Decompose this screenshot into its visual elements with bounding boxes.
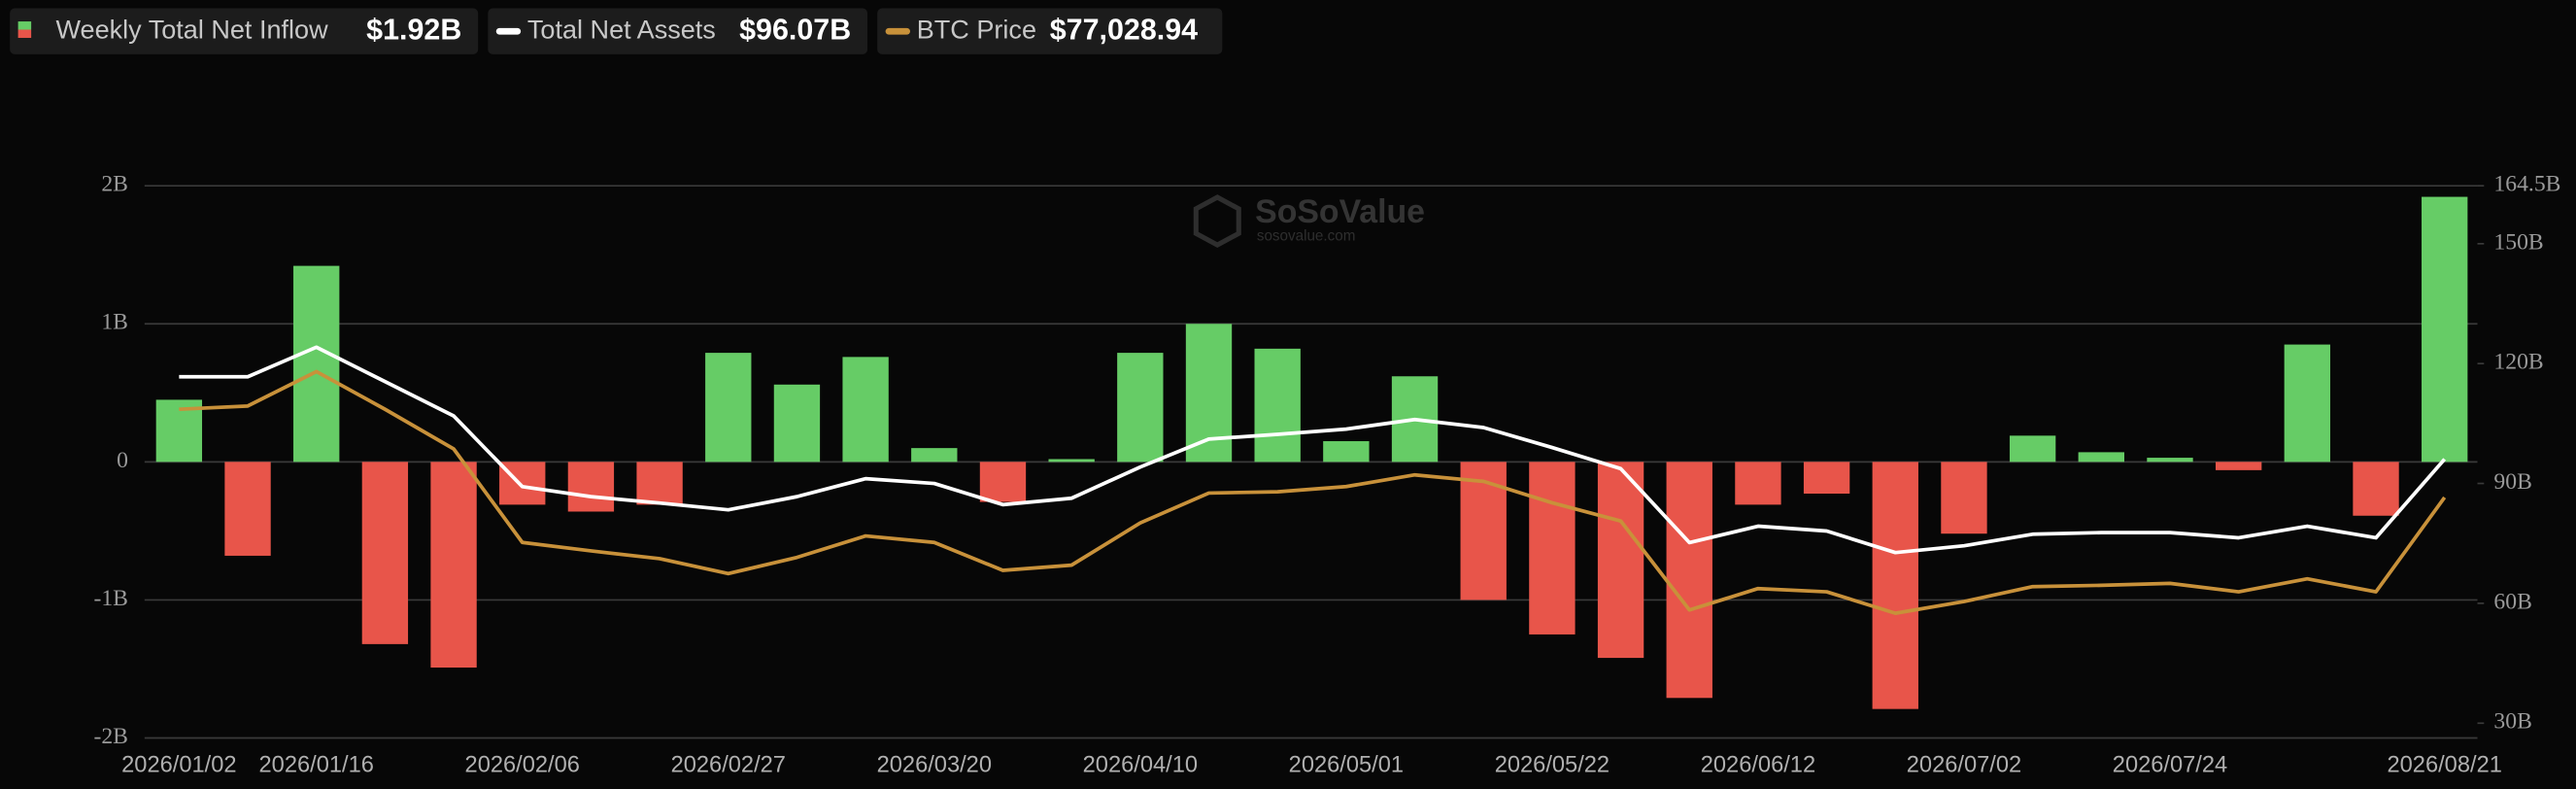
bar <box>911 448 958 463</box>
bar <box>1597 462 1644 659</box>
bar <box>567 462 615 512</box>
watermark: SoSoValue sosovalue.com <box>1193 193 1425 248</box>
bar <box>1735 462 1781 505</box>
y-tick-label: 1B <box>101 310 128 335</box>
legend-label: BTC Price <box>917 15 1036 44</box>
bar <box>636 462 683 505</box>
bar <box>1048 459 1095 463</box>
bar <box>2353 462 2399 516</box>
legend-box <box>877 8 1223 54</box>
y-tick-label: 2B <box>101 172 128 197</box>
y2-tick-label: 164.5B <box>2493 172 2560 197</box>
y2-tick-label: 90B <box>2493 469 2531 495</box>
bar <box>293 265 340 463</box>
legend: Weekly Total Net Inflow $1.92B Total Net… <box>10 8 1223 54</box>
legend-label: Weekly Total Net Inflow <box>56 15 329 44</box>
bar <box>979 462 1027 502</box>
x-tick-label: 2026/05/01 <box>1289 752 1404 777</box>
y-tick-label: -2B <box>93 724 127 749</box>
x-tick-label: 2026/07/02 <box>1907 752 2021 777</box>
x-tick-label: 2026/02/06 <box>465 752 580 777</box>
legend-icon <box>17 29 32 38</box>
legend-label: Total Net Assets <box>527 15 716 44</box>
x-tick-label: 2026/06/12 <box>1701 752 1815 777</box>
bar <box>1872 462 1918 709</box>
y2-tick-label: 60B <box>2493 589 2531 614</box>
y2-tick-label: 120B <box>2493 350 2543 375</box>
bar <box>224 462 271 556</box>
bar <box>1529 462 1576 635</box>
y-tick-label: -1B <box>93 586 127 611</box>
legend-value: $77,028.94 <box>1050 13 1198 46</box>
bar <box>1803 462 1850 495</box>
bar <box>1941 462 1987 534</box>
bar <box>1323 441 1370 463</box>
bar <box>1666 462 1712 699</box>
bar <box>773 384 821 463</box>
watermark-text: SoSoValue <box>1255 193 1425 230</box>
bar <box>2147 458 2193 463</box>
bar <box>2422 196 2468 463</box>
line <box>179 345 2447 555</box>
bar <box>2078 452 2124 463</box>
bar <box>2215 462 2262 470</box>
x-tick-label: 2026/01/02 <box>121 752 236 777</box>
bar <box>842 357 889 463</box>
x-tick-label: 2026/02/27 <box>671 752 786 777</box>
bar <box>2009 435 2056 463</box>
legend-box <box>488 8 868 54</box>
bar <box>1117 353 1164 463</box>
bar <box>1185 324 1233 463</box>
bar <box>430 462 477 669</box>
x-tick-label: 2026/05/22 <box>1495 752 1610 777</box>
y2-tick-label: 30B <box>2493 709 2531 735</box>
bar <box>2284 344 2331 463</box>
legend-value: $1.92B <box>366 13 461 46</box>
bar <box>361 462 409 644</box>
x-tick-label: 2026/07/24 <box>2113 752 2227 777</box>
legend-box <box>10 8 479 54</box>
y2-tick-label: 150B <box>2493 229 2543 255</box>
watermark-logo <box>1193 194 1241 248</box>
x-tick-label: 2026/01/16 <box>259 752 374 777</box>
line <box>179 369 2447 615</box>
x-tick-label: 2026/08/21 <box>2387 752 2501 777</box>
legend-value: $96.07B <box>739 13 851 46</box>
y-tick-label: 0 <box>117 448 128 473</box>
bar <box>705 353 752 463</box>
legend-icon <box>17 21 32 30</box>
x-tick-label: 2026/04/10 <box>1083 752 1198 777</box>
bar <box>1254 348 1301 463</box>
x-tick-label: 2026/03/20 <box>877 752 992 777</box>
watermark-url: sosovalue.com <box>1257 228 1356 245</box>
